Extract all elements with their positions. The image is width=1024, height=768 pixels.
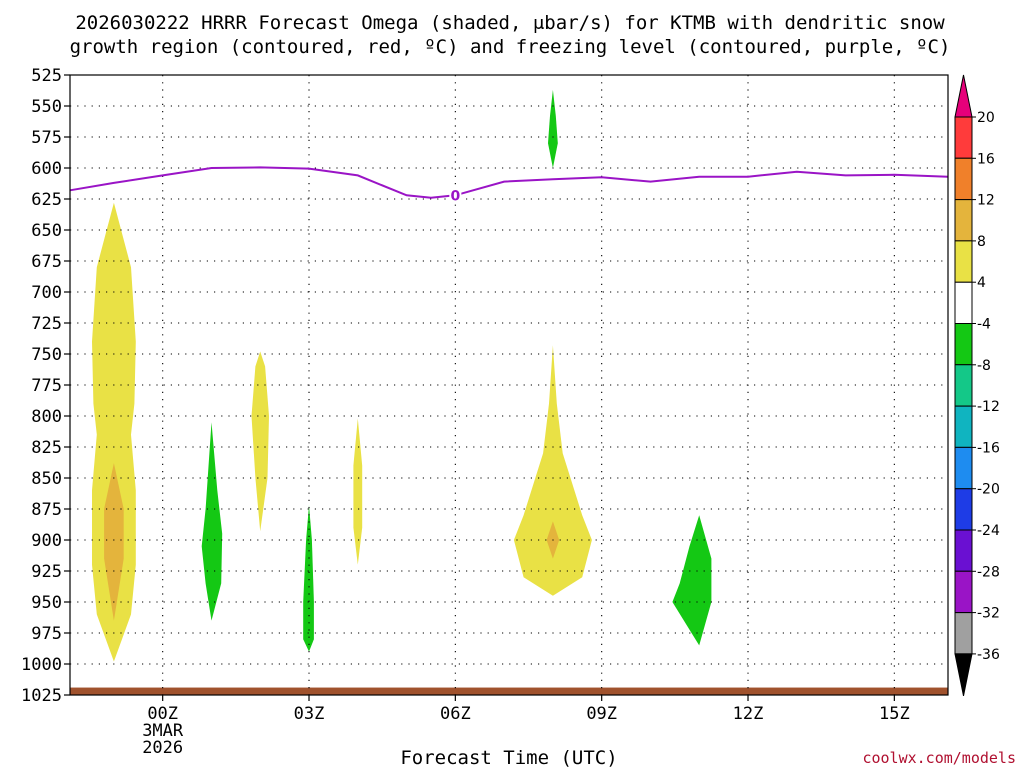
y-tick-label-775: 775 — [31, 376, 62, 396]
colorbar-label-1: 16 — [977, 151, 995, 167]
omega-shading — [92, 89, 712, 662]
colorbar-swatch-10 — [954, 488, 973, 531]
y-axis: 525 550 575 600 625 650 675 700 725 750 775 800 825 8… — [21, 66, 70, 706]
freezing-level-contour: 0 — [69, 166, 949, 204]
colorbar-swatch-7 — [954, 364, 973, 407]
title-line-1: 2026030222 HRRR Forecast Omega (shaded, … — [75, 12, 945, 34]
y-tick-label-825: 825 — [31, 438, 62, 458]
y-tick-label-750: 750 — [31, 345, 62, 365]
colorbar-label-8: -16 — [977, 440, 1000, 456]
contour-label-bg — [449, 187, 462, 203]
x-axis-title: Forecast Time (UTC) — [400, 747, 617, 768]
colorbar-swatch-2 — [954, 157, 973, 201]
y-tick-label-1025: 1025 — [21, 686, 62, 706]
y-tick-label-1000: 1000 — [21, 655, 62, 675]
y-tick-label-600: 600 — [31, 159, 62, 179]
y-tick-label-875: 875 — [31, 500, 62, 520]
colorbar-swatch-3 — [954, 199, 973, 242]
colorbar-label-2: 12 — [977, 193, 995, 209]
colorbar-swatch-13 — [954, 612, 973, 655]
colorbar: 20 16 12 8 4 -4 -8 -12 -16 -20 -24 -28 -32 -36 — [954, 74, 1000, 696]
colorbar-swatch-1 — [954, 116, 973, 159]
credit-text: coolwx.com/models — [862, 749, 1016, 767]
colorbar-swatch-14 — [954, 653, 973, 696]
x-tick-label-15Z: 15Z — [879, 704, 910, 724]
y-tick-label-675: 675 — [31, 252, 62, 272]
y-tick-label-725: 725 — [31, 314, 62, 334]
colorbar-swatch-5 — [954, 281, 973, 324]
y-tick-label-925: 925 — [31, 562, 62, 582]
y-tick-label-850: 850 — [31, 469, 62, 489]
y-tick-label-650: 650 — [31, 221, 62, 241]
x-tick-label-00Z: 00Z — [147, 704, 178, 724]
colorbar-swatch-12 — [954, 570, 973, 614]
x-tick-label-12Z: 12Z — [733, 704, 764, 724]
omega-region-yellow-plume-00z — [92, 202, 136, 662]
date-label-1: 2026 — [142, 738, 183, 758]
colorbar-label-6: -8 — [977, 358, 991, 374]
x-tick-label-03Z: 03Z — [294, 704, 325, 724]
colorbar-label-13: -36 — [977, 647, 1000, 663]
terrain-layer — [70, 687, 948, 695]
date-label-0: 3MAR — [142, 721, 184, 741]
x-tick-label-06Z: 06Z — [440, 704, 471, 724]
y-tick-label-550: 550 — [31, 97, 62, 117]
plot-frame — [69, 74, 949, 696]
colorbar-label-11: -28 — [977, 564, 1000, 580]
omega-region-green-03z — [303, 505, 314, 652]
omega-region-yellow-02z — [251, 351, 269, 532]
colorbar-label-9: -20 — [977, 482, 1000, 498]
colorbar-label-12: -32 — [977, 606, 1000, 622]
y-tick-label-625: 625 — [31, 190, 62, 210]
omega-region-yellow-04z — [353, 418, 363, 565]
omega-region-orange-core-00z — [104, 463, 124, 621]
y-tick-label-975: 975 — [31, 624, 62, 644]
y-tick-label-900: 900 — [31, 531, 62, 551]
contour-label: 0 — [450, 188, 460, 204]
colorbar-label-5: -4 — [977, 317, 991, 333]
x-tick-label-09Z: 09Z — [586, 704, 617, 724]
colorbar-label-3: 8 — [977, 234, 986, 250]
colorbar-label-0: 20 — [977, 110, 995, 126]
colorbar-swatch-6 — [954, 323, 973, 366]
y-tick-label-525: 525 — [31, 66, 62, 86]
colorbar-swatch-11 — [954, 529, 973, 572]
omega-region-green-08z-upper — [548, 89, 558, 168]
colorbar-swatch-0 — [954, 74, 973, 118]
y-tick-label-800: 800 — [31, 407, 62, 427]
omega-region-green-01z — [201, 422, 223, 621]
terrain-strip — [70, 687, 948, 695]
title-line-2: growth region (contoured, red, ºC) and f… — [70, 36, 951, 58]
y-tick-label-575: 575 — [31, 128, 62, 148]
colorbar-label-7: -12 — [977, 399, 1000, 415]
grid-lines — [70, 75, 948, 695]
colorbar-swatch-4 — [954, 240, 973, 283]
chart-title: 2026030222 HRRR Forecast Omega (shaded, … — [70, 12, 951, 58]
freezing-level-line — [69, 166, 949, 199]
omega-region-yellow-08z — [513, 345, 592, 596]
y-tick-label-700: 700 — [31, 283, 62, 303]
colorbar-swatch-9 — [954, 446, 973, 490]
colorbar-label-4: 4 — [977, 275, 986, 291]
colorbar-swatch-8 — [954, 405, 973, 448]
omega-region-green-11z — [672, 515, 712, 646]
y-tick-label-950: 950 — [31, 593, 62, 613]
colorbar-label-10: -24 — [977, 523, 1000, 539]
